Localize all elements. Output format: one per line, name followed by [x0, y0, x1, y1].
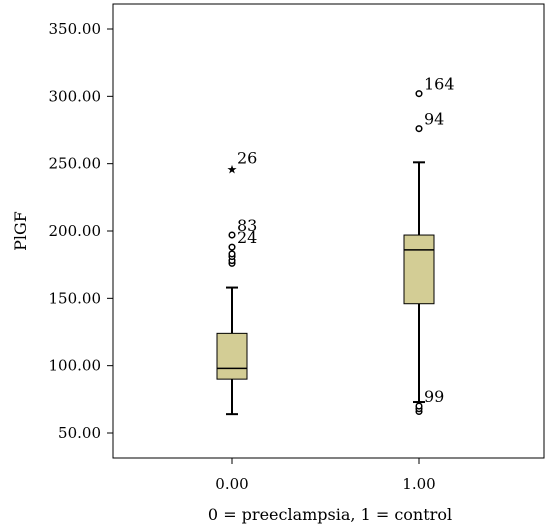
outlier-marker	[228, 231, 236, 239]
box-iqr	[216, 332, 248, 380]
outlier-label: 26	[237, 149, 257, 168]
y-tick-label: 300.00	[49, 87, 102, 105]
outlier-marker	[415, 90, 423, 98]
y-tick-label: 200.00	[49, 222, 102, 240]
box-group: 99 94 164	[403, 75, 455, 416]
y-tick-label: 250.00	[49, 155, 102, 173]
outlier-marker	[415, 125, 423, 133]
y-axis-title: PlGF	[11, 211, 30, 251]
outlier-label: 83	[237, 216, 257, 235]
outlier-label: 164	[424, 75, 455, 94]
plot-frame	[112, 3, 545, 459]
y-tick-label: 50.00	[58, 424, 101, 442]
y-tick-label: 150.00	[49, 289, 102, 307]
x-axis: 0.00 1.00	[215, 458, 436, 493]
outlier-label: 99	[424, 387, 444, 406]
y-axis: 50.00 100.00 150.00 200.00 250.00 300.00 350.0…	[49, 20, 113, 442]
x-tick-label: 1.00	[402, 475, 435, 493]
outlier-marker	[415, 402, 423, 410]
y-tick-label: 350.00	[49, 20, 102, 38]
outlier-marker	[228, 243, 236, 251]
outlier-label: 94	[424, 110, 444, 129]
outlier-label: 24	[237, 228, 257, 247]
box-iqr	[403, 234, 435, 305]
x-axis-title: 0 = preeclampsia, 1 = control	[208, 505, 452, 524]
extreme-outlier-marker: ★	[227, 163, 238, 177]
outlier-marker	[228, 250, 236, 258]
y-tick-label: 100.00	[49, 357, 102, 375]
x-tick-label: 0.00	[215, 475, 248, 493]
